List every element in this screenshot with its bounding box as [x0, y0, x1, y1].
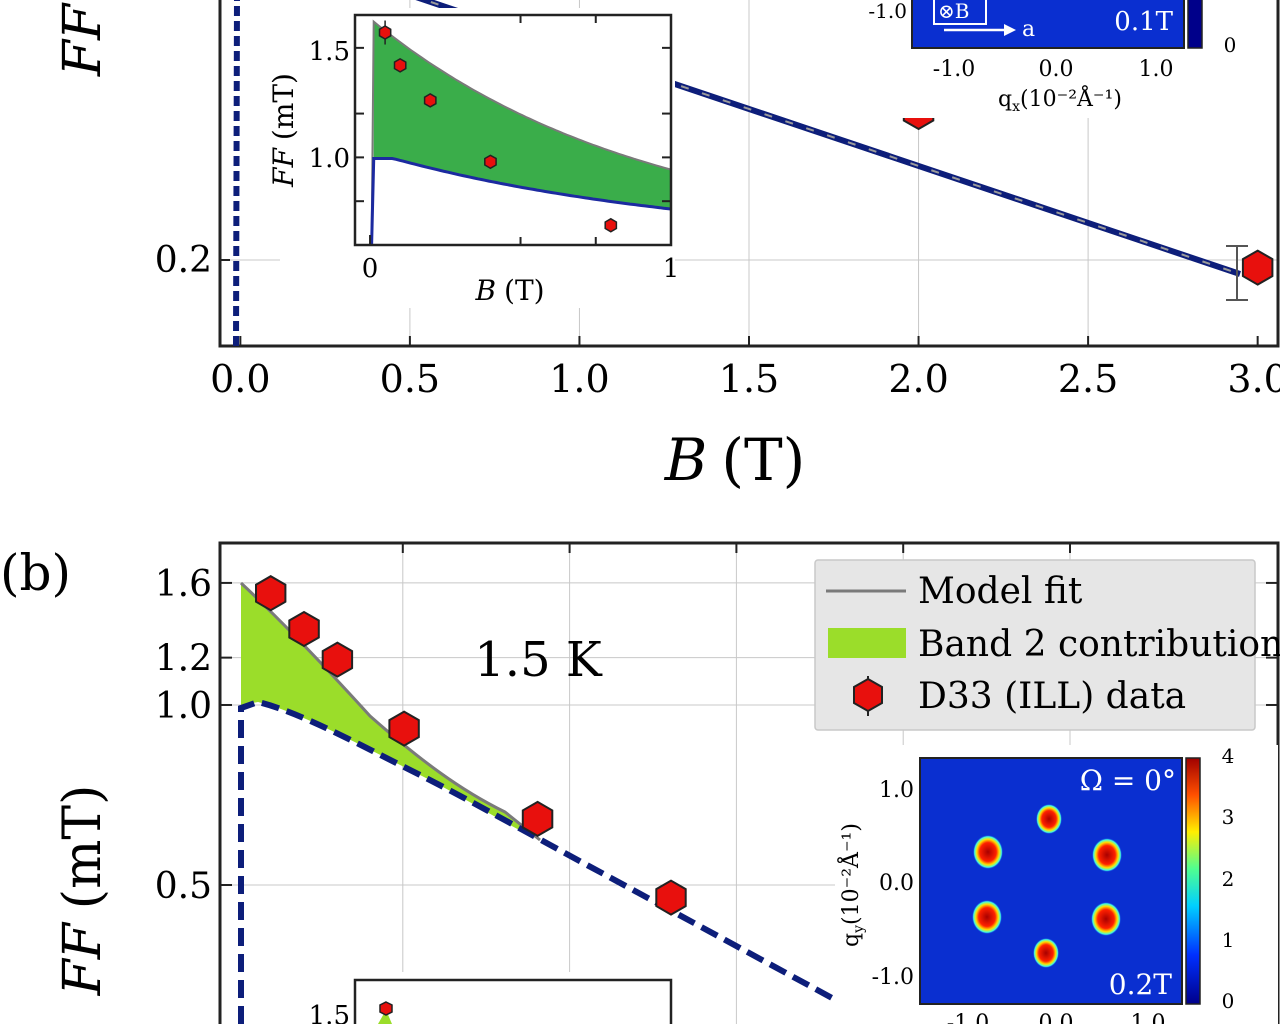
- panel-b: (b) FF(mT) 1.6 1.2 1.0 0.5 1.5 K Model fit …: [0, 541, 1280, 1024]
- panel-b-map-field-label: 0.2T: [1109, 968, 1173, 1001]
- panel-a-errorbars: [1226, 245, 1248, 301]
- panel-a-xtick-label-4: 2.0: [888, 357, 948, 401]
- panel-b-colorbar-tick-2: 2: [1222, 867, 1235, 891]
- panel-a-inset-ytick-1.0: 1.0: [309, 144, 350, 174]
- panel-b-ytick-label-2: 1.0: [155, 686, 212, 727]
- panel-a-map-ytick: -1.0: [868, 0, 907, 23]
- panel-a-fit-line-dash: [421, 0, 1241, 275]
- panel-b-data-point-0: [255, 575, 287, 612]
- panel-b-map-ylabel: qy(10⁻²Å⁻¹): [836, 823, 867, 947]
- panel-a-inset-points: [378, 20, 618, 233]
- panel-b-annotation: 1.5 K: [474, 632, 603, 688]
- panel-b-label: (b): [0, 544, 71, 602]
- panel-a-xticklabels: 0.0 0.5 1.0 1.5 2.0 2.5 3.0: [210, 357, 1280, 401]
- panel-b-colorbar-tick-4: 4: [1222, 744, 1235, 768]
- panel-b-legend: Model fit Band 2 contribution D33 (ILL) …: [814, 559, 1280, 731]
- panel-b-data-point-4: [521, 800, 554, 838]
- panel-b-data-markers: [255, 575, 687, 916]
- panel-b-ytick-label-0: 1.6: [155, 564, 212, 605]
- panel-a-map-xtick-2: 1.0: [1139, 57, 1174, 82]
- panel-a-inset-xtick-1: 1: [663, 254, 680, 284]
- panel-b-map-ytick-1: 0.0: [879, 871, 914, 896]
- panel-b-colorbar-tick-1: 1: [1222, 928, 1235, 952]
- panel-a-inset-point-4: [604, 217, 618, 233]
- panel-b-data-point-2: [321, 641, 354, 678]
- panel-a: FF 0.0 0.5 1.0 1.5 2.0 2.5 3.0 0.2 B (T) 1.5 1: [53, 0, 1280, 494]
- panel-b-data-point-3: [388, 710, 420, 747]
- panel-a-xtick-label-6: 3.0: [1227, 357, 1280, 401]
- panel-a-data-point-1: [1241, 249, 1274, 286]
- panel-a-ytick-0.2: 0.2: [155, 240, 212, 281]
- panel-b-map-ytick-2: -1.0: [872, 965, 914, 990]
- panel-a-ticks: [220, 259, 1259, 346]
- panel-a-xtick-label-3: 1.5: [719, 357, 779, 401]
- panel-b-data-point-5: [655, 879, 687, 916]
- panel-a-colorbar: [1187, 0, 1203, 49]
- panel-b-inset-map: Ω = 0° 0.2T 4 3 2 1 0 1.0 0.0 -1.0 qy(10…: [835, 744, 1278, 1024]
- legend-band2-label: Band 2 contribution: [918, 624, 1280, 665]
- panel-b-data-point-1: [288, 610, 320, 648]
- panel-a-inset-xtick-0: 0: [362, 254, 379, 284]
- panel-b-fit-line: [239, 581, 541, 842]
- panel-a-inset-band1: [370, 157, 672, 246]
- panel-a-xtick-label-1: 0.5: [380, 357, 440, 401]
- panel-b-map-omega-label: Ω = 0°: [1080, 764, 1176, 797]
- legend-model-fit-label: Model fit: [918, 571, 1083, 612]
- panel-a-map-field-symbol: ⊗B: [938, 0, 969, 23]
- panel-b-colorbar-tick-3: 3: [1222, 805, 1235, 829]
- panel-b-band-fill: [241, 583, 540, 840]
- panel-b-yticklabels: 1.6 1.2 1.0 0.5: [155, 564, 212, 907]
- panel-a-colorbar-tick-0: 0: [1224, 33, 1237, 57]
- panel-a-inset-ytick-1.5: 1.5: [309, 37, 350, 67]
- panel-b-ytick-label-3: 0.5: [155, 866, 212, 907]
- panel-a-inset-ylabel: FF(mT): [267, 73, 300, 188]
- panel-a-inset-point-2: [423, 93, 437, 108]
- panel-b-inset-band-fill: [378, 1010, 392, 1024]
- panel-b-inset-frame: [353, 978, 673, 1024]
- panel-a-fit-vertical: [233, 0, 240, 347]
- panel-b-map-spots: [972, 804, 1122, 968]
- panel-a-map-arrow-head: [1004, 24, 1016, 36]
- panel-b-ytick-label-1: 1.2: [155, 639, 212, 680]
- panel-a-inset-map: 0 -1.0 ⊗B a 0.1T -1.0 0.0 1.0 qx(10⁻²Å⁻¹…: [850, 0, 1236, 118]
- panel-a-xtick-label-2: 1.0: [549, 357, 609, 401]
- panel-a-inset-ticks: [355, 15, 672, 245]
- panel-a-map-xtick-0: -1.0: [933, 57, 975, 82]
- panel-a-inset-point-3: [484, 154, 497, 170]
- panel-b-colorbar: [1185, 757, 1201, 1005]
- panel-a-inset-point-1: [393, 58, 407, 73]
- panel-a-map-xtick-1: 0.0: [1039, 57, 1074, 82]
- panel-a-xtick-label-0: 0.0: [210, 357, 270, 401]
- panel-b-map-xtick-0: -1.0: [947, 1011, 989, 1024]
- panel-b-map-ytick-0: 1.0: [879, 778, 914, 803]
- panel-a-inset-point-0: [378, 25, 392, 40]
- panel-a-map-xlabel: qx(10⁻²Å⁻¹): [998, 84, 1122, 115]
- panel-a-xtick-label-5: 2.5: [1058, 357, 1118, 401]
- legend-band2-swatch: [828, 628, 906, 658]
- legend-box: [814, 559, 1256, 731]
- panel-a-map-direction-label: a: [1022, 17, 1035, 42]
- legend-data-label: D33 (ILL) data: [918, 676, 1186, 717]
- panel-a-inset-xlabel: B (T): [474, 274, 544, 307]
- panel-a-map-legend-box: [933, 0, 987, 25]
- panel-a-xlabel: B (T): [664, 426, 806, 494]
- panel-b-inset-point: [379, 1001, 393, 1016]
- panel-b-inset-line: 1.5: [290, 972, 680, 1024]
- panel-b-colorbar-tick-0: 0: [1222, 989, 1235, 1013]
- panel-a-inset-fit: [370, 19, 672, 246]
- legend-data-marker: [853, 677, 883, 713]
- panel-a-inset-frame: [353, 13, 673, 247]
- panel-a-map-field-label: 0.1T: [1114, 7, 1173, 37]
- panel-b-map-xtick-1: 0.0: [1039, 1011, 1074, 1024]
- panel-b-inset-ytick-1.5: 1.5: [309, 1001, 350, 1024]
- panel-a-inset-line: 1.5 1.0 0 1 FF(mT) B (T): [267, 8, 679, 308]
- panel-b-ylabel: FF(mT): [53, 785, 113, 997]
- panel-b-ticks: [220, 543, 1278, 886]
- panel-b-band1-curve: [238, 698, 882, 1024]
- panel-a-ylabel: FF: [53, 2, 113, 77]
- panel-b-map-xtick-2: 1.0: [1131, 1011, 1166, 1024]
